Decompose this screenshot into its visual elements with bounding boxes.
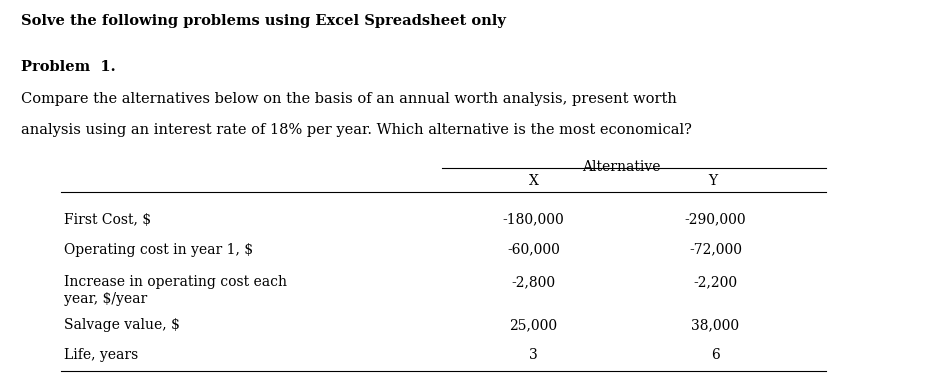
Text: -60,000: -60,000 [507, 243, 560, 257]
Text: Alternative: Alternative [582, 160, 661, 174]
Text: -180,000: -180,000 [502, 213, 565, 227]
Text: 38,000: 38,000 [692, 318, 739, 332]
Text: -290,000: -290,000 [684, 213, 747, 227]
Text: Life, years: Life, years [64, 348, 139, 362]
Text: 3: 3 [529, 348, 538, 362]
Text: -72,000: -72,000 [689, 243, 742, 257]
Text: Compare the alternatives below on the basis of an annual worth analysis, present: Compare the alternatives below on the ba… [21, 92, 677, 106]
Text: -2,200: -2,200 [694, 275, 737, 289]
Text: analysis using an interest rate of 18% per year. Which alternative is the most e: analysis using an interest rate of 18% p… [21, 123, 692, 137]
Text: 6: 6 [711, 348, 720, 362]
Text: Y: Y [708, 174, 717, 188]
Text: Increase in operating cost each
year, $/year: Increase in operating cost each year, $/… [64, 275, 287, 306]
Text: 25,000: 25,000 [510, 318, 557, 332]
Text: X: X [529, 174, 538, 188]
Text: Problem  1.: Problem 1. [21, 60, 115, 74]
Text: Salvage value, $: Salvage value, $ [64, 318, 180, 332]
Text: -2,800: -2,800 [512, 275, 555, 289]
Text: First Cost, $: First Cost, $ [64, 213, 151, 227]
Text: Operating cost in year 1, $: Operating cost in year 1, $ [64, 243, 253, 257]
Text: Solve the following problems using Excel Spreadsheet only: Solve the following problems using Excel… [21, 14, 506, 28]
